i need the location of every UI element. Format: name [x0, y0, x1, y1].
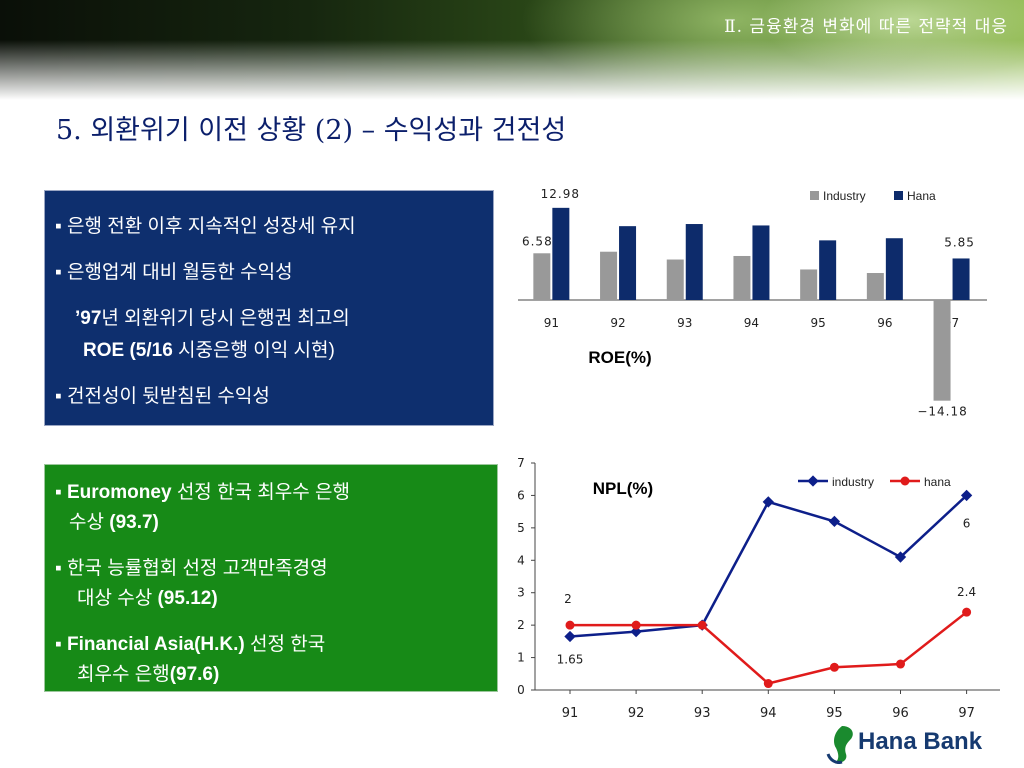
npl-legend-marker	[807, 475, 819, 487]
npl-y-tick-label: 6	[517, 488, 525, 502]
npl-line-industry	[569, 494, 968, 638]
npl-y-tick-label: 3	[517, 586, 525, 600]
roe-bar-industry	[933, 300, 951, 401]
npl-point-industry	[630, 625, 642, 638]
npl-y-tick-label: 5	[517, 521, 525, 535]
roe-bar-hana	[752, 225, 770, 300]
npl-point-hana	[829, 662, 839, 672]
npl-x-tick-label: 95	[826, 706, 843, 721]
roe-bar-industry	[533, 253, 551, 300]
npl-x-tick-label: 92	[628, 706, 645, 721]
roe-bar-hana	[952, 258, 970, 300]
roe-bar-industry	[666, 259, 684, 300]
npl-legend-marker	[900, 476, 910, 486]
npl-x-tick-label: 97	[958, 706, 975, 721]
roe-bar-industry	[800, 269, 818, 300]
roe-category-label: 91	[544, 316, 559, 330]
npl-point-industry	[894, 551, 907, 563]
npl-point-hana	[896, 659, 905, 669]
roe-bar-hana	[552, 207, 570, 300]
npl-x-tick-label: 91	[562, 706, 579, 721]
npl-y-tick-label: 1	[517, 651, 525, 665]
roe-bar-hana	[885, 238, 903, 300]
award-euromoney-line2: 수상 (93.7)	[69, 512, 159, 533]
bullet-roe-detail-line1: ’97년 외환위기 당시 은행권 최고의	[75, 308, 350, 329]
award-euromoney: ▪ Euromoney 선정 한국 최우수 은행	[55, 482, 350, 503]
npl-data-label: 6	[963, 516, 971, 530]
npl-point-industry	[960, 489, 973, 502]
award-kma-line2: 대상 수상 (95.12)	[77, 588, 218, 609]
roe-legend-swatch	[894, 191, 903, 200]
awards-box: ▪ Euromoney 선정 한국 최우수 은행 수상 (93.7) ▪ 한국 …	[44, 464, 498, 692]
npl-x-tick-label: 93	[694, 706, 711, 721]
roe-bar-hana	[819, 240, 837, 300]
bullet-growth: ▪ 은행 전환 이후 지속적인 성장세 유지	[55, 216, 356, 237]
roe-category-label: 94	[744, 316, 759, 330]
page-title: 5. 외환위기 이전 상황 (2) – 수익성과 건전성	[56, 115, 567, 146]
npl-point-hana	[763, 679, 773, 689]
npl-point-hana	[697, 620, 707, 630]
roe-bar-industry	[866, 273, 884, 300]
roe-summary-box: ▪ 은행 전환 이후 지속적인 성장세 유지 ▪ 은행업계 대비 월등한 수익성…	[44, 190, 494, 426]
roe-bar-hana	[685, 224, 703, 300]
npl-y-tick-label: 4	[517, 553, 525, 567]
npl-line-hana	[570, 611, 968, 685]
logo-text: Hana Bank	[858, 728, 983, 755]
npl-point-hana	[631, 620, 641, 630]
roe-category-label: 92	[610, 316, 625, 330]
award-financial-asia: ▪ Financial Asia(H.K.) 선정 한국	[55, 634, 326, 655]
npl-y-tick-label: 0	[517, 683, 525, 697]
roe-category-label: 93	[677, 316, 692, 330]
npl-y-tick-label: 2	[517, 618, 525, 632]
roe-legend-label: Hana	[907, 189, 936, 203]
roe-data-label: 12.98	[541, 187, 580, 201]
roe-bar-hana	[619, 226, 637, 300]
bullet-roe-detail-line2: ROE (5/16 시중은행 이익 시현)	[83, 340, 335, 361]
npl-x-tick-label: 96	[892, 706, 909, 721]
npl-chart-title: NPL(%)	[593, 479, 653, 498]
roe-category-label: 96	[877, 316, 892, 330]
npl-data-label: 2.4	[957, 585, 976, 599]
npl-y-tick-label: 7	[517, 456, 525, 470]
bullet-profitability: ▪ 은행업계 대비 월등한 수익성	[55, 262, 293, 283]
npl-data-label: 1.65	[557, 652, 584, 666]
npl-point-hana	[565, 620, 575, 630]
npl-legend-label: hana	[924, 475, 951, 489]
npl-point-hana	[962, 607, 972, 617]
roe-data-label: 5.85	[944, 235, 975, 249]
npl-point-industry	[762, 496, 774, 508]
npl-legend-label: industry	[832, 475, 874, 489]
award-financial-asia-line2: 최우수 은행(97.6)	[77, 664, 220, 685]
roe-bar-industry	[600, 251, 618, 300]
roe-legend-swatch	[810, 191, 819, 200]
roe-data-label: −14.18	[917, 405, 967, 419]
hana-logo-icon	[826, 726, 853, 764]
roe-chart-title: ROE(%)	[588, 348, 651, 367]
npl-x-tick-label: 94	[760, 706, 777, 721]
section-label: Ⅱ. 금융환경 변화에 따른 전략적 대응	[724, 17, 1008, 37]
bullet-soundness: ▪ 건전성이 뒷받침된 수익성	[55, 386, 270, 407]
npl-point-industry	[828, 515, 841, 528]
roe-data-label: 6.58	[522, 234, 553, 248]
header-fade	[0, 40, 1024, 100]
award-kma: ▪ 한국 능률협회 선정 고객만족경영	[55, 558, 328, 579]
npl-point-industry	[564, 630, 576, 643]
npl-data-label: 2	[564, 592, 572, 606]
header-band	[0, 0, 1024, 100]
roe-bar-industry	[733, 255, 751, 300]
roe-category-label: 95	[811, 316, 826, 330]
roe-legend-label: Industry	[823, 189, 866, 203]
